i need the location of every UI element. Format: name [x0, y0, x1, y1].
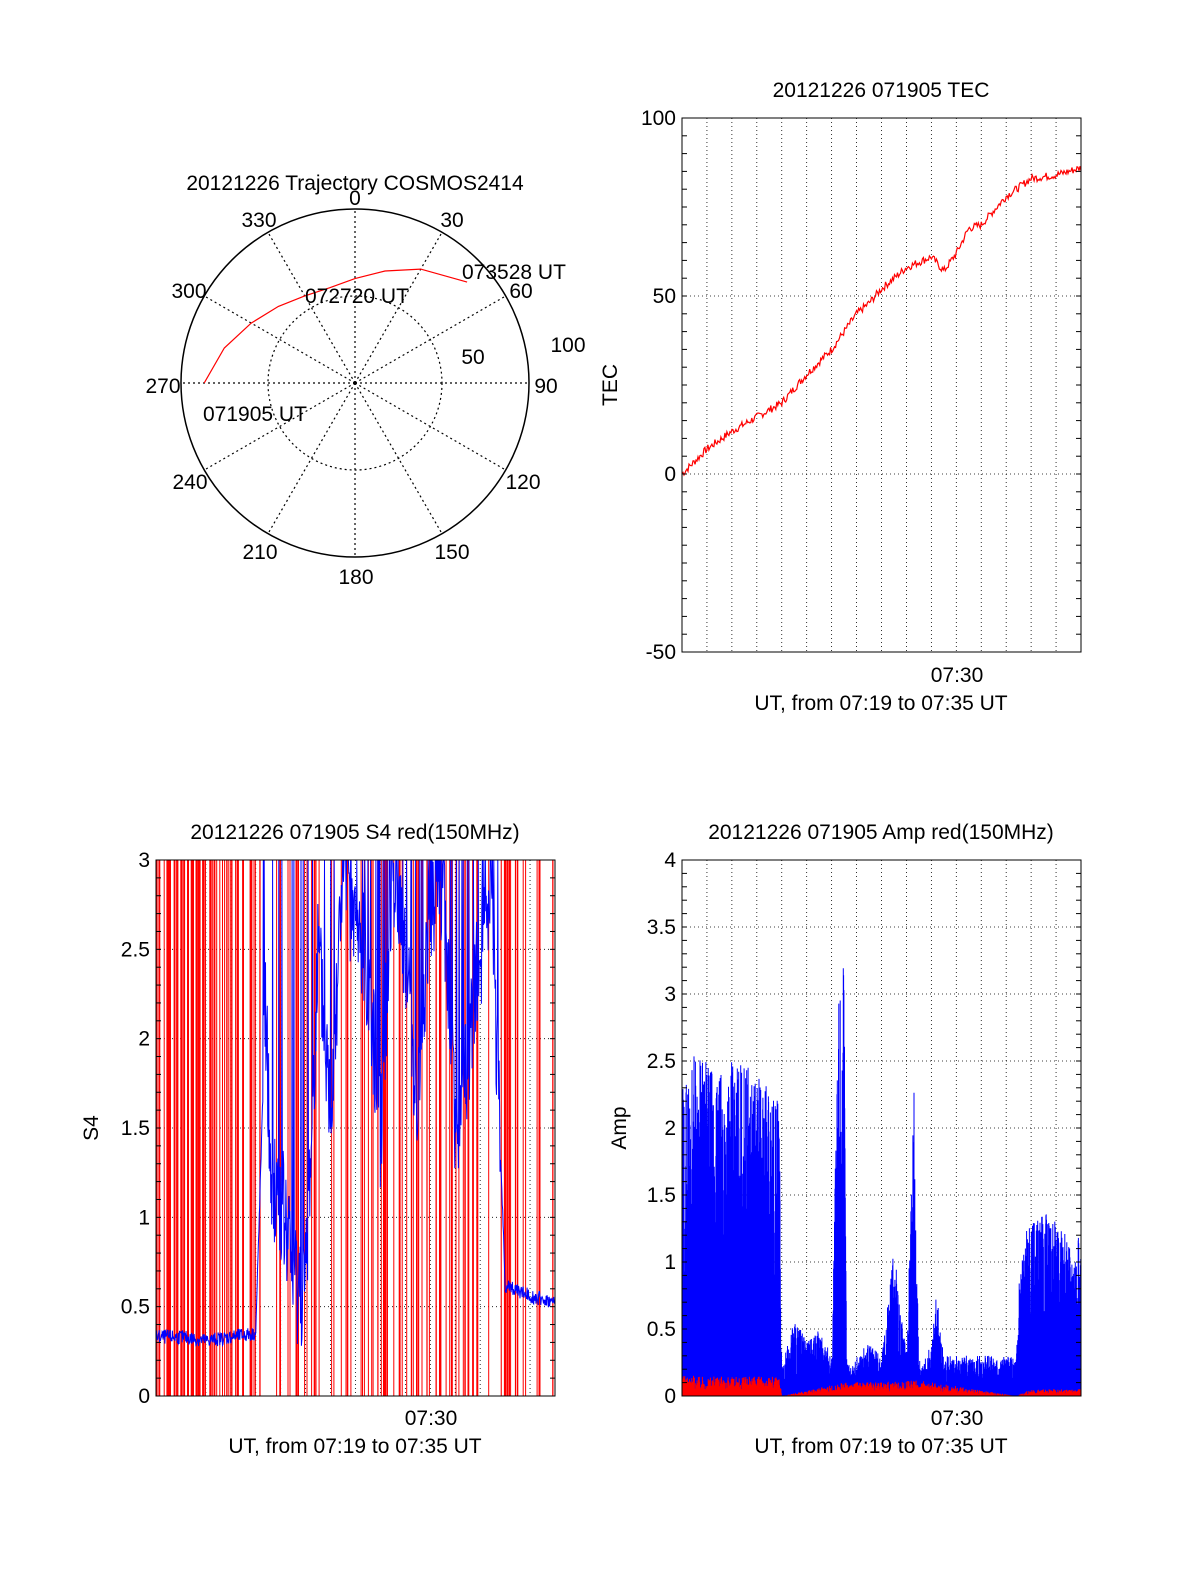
- s4-grid: [156, 859, 555, 1397]
- polar-spoke-300: [204, 295, 356, 384]
- polar-trajectory-panel: 20121226 Trajectory COSMOS2414 0 30 60 90 12…: [145, 172, 585, 589]
- amp-panel: 20121226 071905 Amp red(150MHz) 0 0.5 1 1.5…: [608, 821, 1082, 1458]
- y-tick-label: 1.5: [647, 1184, 676, 1207]
- polar-spoke-210: [267, 382, 356, 534]
- azimuth-label-300: 300: [171, 280, 206, 303]
- polar-title: 20121226 Trajectory COSMOS2414: [186, 172, 524, 195]
- track-end-label: 073528 UT: [462, 261, 566, 284]
- tec-grid: [682, 117, 1081, 653]
- tec-y-ticks: -50 0 50 100: [641, 107, 1081, 664]
- amp-title: 20121226 071905 Amp red(150MHz): [708, 821, 1054, 844]
- azimuth-label-120: 120: [505, 471, 540, 494]
- y-tick-label: 50: [653, 285, 676, 308]
- y-tick-label: 0.5: [121, 1296, 150, 1319]
- polar-radial-label-50: 50: [461, 346, 484, 369]
- tec-series: [681, 165, 1082, 477]
- amp-y-ticks: 0 0.5 1 1.5 2 2.5 3 3.5 4: [647, 849, 1081, 1408]
- tec-x-tick-label: 07:30: [931, 664, 984, 687]
- azimuth-label-60: 60: [509, 280, 532, 303]
- y-tick-label: 100: [641, 107, 676, 130]
- amp-y-axis-label: Amp: [608, 1106, 631, 1149]
- polar-spoke-150: [354, 382, 443, 534]
- polar-spoke-240: [204, 382, 356, 471]
- polar-spoke-330: [267, 232, 356, 384]
- azimuth-label-270: 270: [145, 375, 180, 398]
- azimuth-label-330: 330: [241, 209, 276, 232]
- polar-spoke-60: [354, 295, 506, 384]
- y-tick-label: 2.5: [647, 1050, 676, 1073]
- y-tick-label: -50: [646, 641, 676, 664]
- s4-series: [155, 859, 556, 1396]
- y-tick-label: 0: [664, 1385, 676, 1408]
- y-tick-label: 1: [138, 1206, 150, 1229]
- y-tick-label: 2: [138, 1028, 150, 1051]
- y-tick-label: 2: [664, 1117, 676, 1140]
- azimuth-label-240: 240: [172, 471, 207, 494]
- azimuth-label-180: 180: [338, 566, 373, 589]
- y-tick-label: 3: [138, 849, 150, 872]
- azimuth-label-0: 0: [349, 187, 361, 210]
- azimuth-label-150: 150: [434, 541, 469, 564]
- tec-x-axis-label: UT, from 07:19 to 07:35 UT: [754, 692, 1007, 715]
- y-tick-label: 2.5: [121, 938, 150, 961]
- tec-panel: 20121226 071905 TEC -50 0 50 100 07:30 UT, …: [599, 79, 1082, 715]
- y-tick-label: 0: [138, 1385, 150, 1408]
- polar-spoke-30: [354, 232, 443, 384]
- amp-x-tick-label: 07:30: [931, 1407, 984, 1430]
- s4-y-ticks: 0 0.5 1 1.5 2 2.5 3: [121, 849, 555, 1408]
- s4-x-axis-label: UT, from 07:19 to 07:35 UT: [228, 1435, 481, 1458]
- y-tick-label: 1: [664, 1251, 676, 1274]
- polar-grid: [180, 208, 530, 558]
- s4-x-tick-label: 07:30: [405, 1407, 458, 1430]
- polar-radial-label-100: 100: [550, 334, 585, 357]
- s4-blue-line: [155, 859, 556, 1348]
- satellite-track: [203, 268, 468, 384]
- track-mid-label: 072720 UT: [305, 285, 409, 308]
- polar-outer-ring: [180, 208, 530, 558]
- y-tick-label: 0.5: [647, 1318, 676, 1341]
- y-tick-label: 3: [664, 983, 676, 1006]
- tec-y-axis-label: TEC: [599, 364, 622, 406]
- s4-title: 20121226 071905 S4 red(150MHz): [190, 821, 519, 844]
- s4-y-axis-label: S4: [80, 1115, 103, 1141]
- s4-panel: 20121226 071905 S4 red(150MHz) 0 0.5 1 1.5 2…: [80, 821, 556, 1458]
- y-tick-label: 0: [664, 463, 676, 486]
- tec-title: 20121226 071905 TEC: [773, 79, 990, 102]
- track-start-label: 071905 UT: [203, 403, 307, 426]
- polar-spoke-120: [354, 382, 506, 471]
- azimuth-label-90: 90: [534, 375, 557, 398]
- y-tick-label: 3.5: [647, 916, 676, 939]
- azimuth-label-210: 210: [242, 541, 277, 564]
- y-tick-label: 1.5: [121, 1117, 150, 1140]
- polar-azimuth-labels: 0 30 60 90 120 150 180 210 240 270 300 330: [145, 187, 557, 589]
- amp-x-axis-label: UT, from 07:19 to 07:35 UT: [754, 1435, 1007, 1458]
- tec-line: [681, 165, 1082, 477]
- azimuth-label-30: 30: [440, 209, 463, 232]
- y-tick-label: 4: [664, 849, 676, 872]
